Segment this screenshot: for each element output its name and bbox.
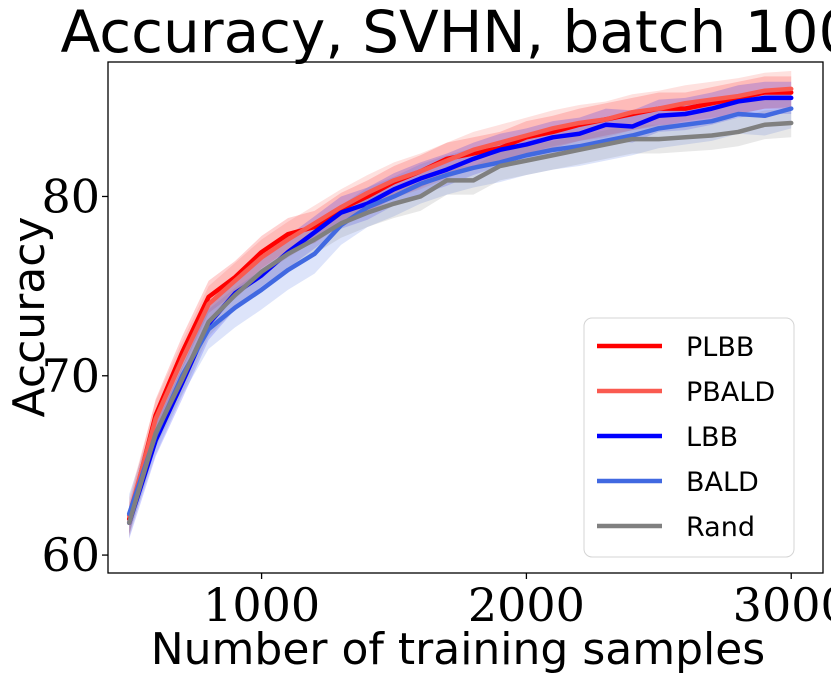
legend-label-rand: Rand — [686, 512, 755, 543]
legend-label-lbb: LBB — [686, 422, 738, 453]
confidence-band-rand — [129, 108, 792, 538]
y-tick-label: 80 — [41, 169, 100, 223]
x-tick-label: 3000 — [733, 578, 831, 632]
axis-ticks: 1000 2000 3000 60 70 80 — [41, 169, 831, 632]
plot-frame — [107, 61, 824, 574]
legend: PLBB PBALD LBB BALD Rand — [583, 317, 795, 558]
legend-label-pbald: PBALD — [686, 377, 775, 408]
series-line-rand — [126, 120, 794, 526]
y-axis-label: Accuracy — [4, 217, 55, 418]
chart-title: Accuracy, SVHN, batch 100 — [61, 0, 831, 66]
confidence-band-plbb — [129, 76, 792, 536]
y-tick-label: 70 — [41, 349, 100, 403]
plot-area — [126, 70, 794, 539]
x-tick-label: 2000 — [468, 578, 585, 632]
y-tick-label: 60 — [41, 528, 100, 582]
x-tick-label: 1000 — [203, 578, 320, 632]
series-line-pbald — [126, 86, 794, 518]
x-axis-label: Number of training samples — [151, 624, 765, 675]
legend-label-plbb: PLBB — [686, 332, 754, 363]
legend-label-bald: BALD — [686, 467, 759, 498]
legend-box — [583, 317, 795, 558]
series-line-bald — [126, 106, 794, 517]
